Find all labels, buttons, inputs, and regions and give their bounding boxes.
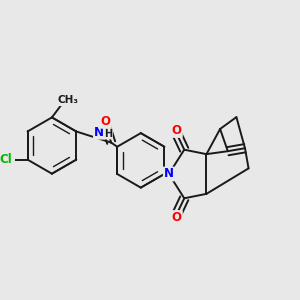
Text: O: O bbox=[172, 211, 182, 224]
Text: N: N bbox=[164, 167, 174, 181]
Text: CH₃: CH₃ bbox=[58, 95, 79, 105]
Text: H: H bbox=[104, 129, 112, 139]
Text: O: O bbox=[101, 115, 111, 128]
Text: O: O bbox=[172, 124, 182, 137]
Text: N: N bbox=[94, 126, 104, 139]
Text: Cl: Cl bbox=[0, 153, 12, 166]
